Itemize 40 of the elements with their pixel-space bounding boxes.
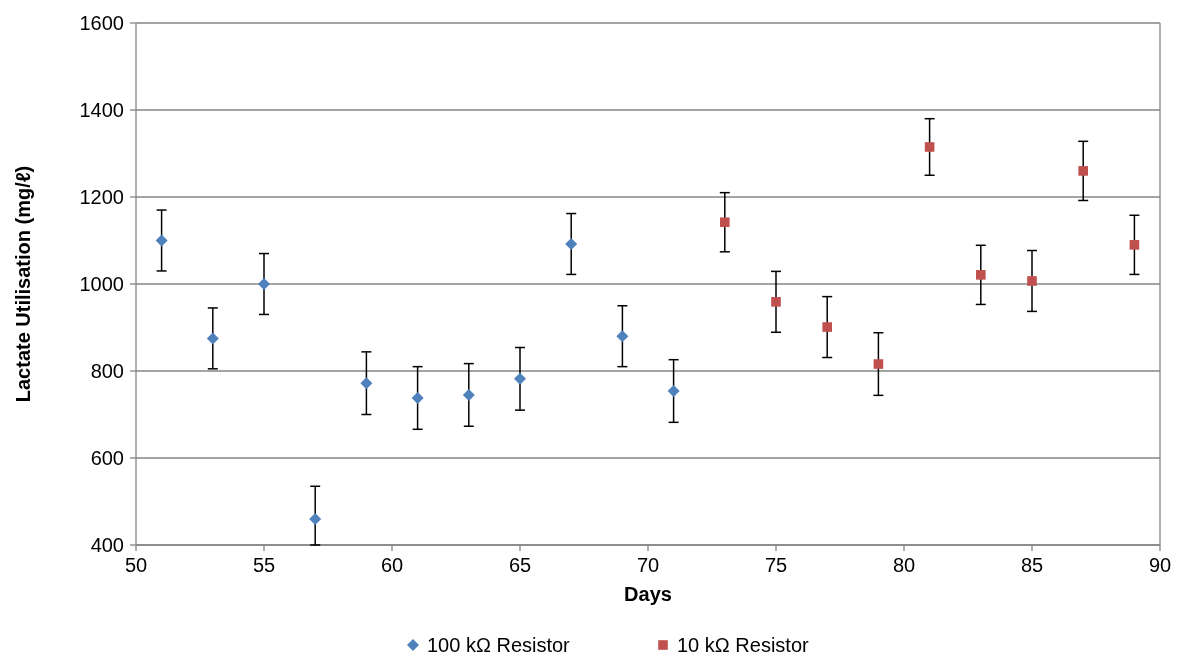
x-axis-title: Days [624,583,672,605]
point [1078,166,1088,176]
legend-label: 10 kΩ Resistor [677,634,809,656]
point [1027,276,1037,286]
point [873,359,884,369]
x-tick-label: 55 [252,554,276,576]
y-tick-label: 1000 [79,273,124,295]
point [565,237,578,250]
x-tick-label: 75 [764,554,788,576]
y-tick-label: 800 [90,360,124,382]
x-tick-label: 70 [636,554,660,576]
point [206,332,219,345]
point [411,391,424,404]
y-tick-label: 600 [90,447,124,469]
y-tick-label: 400 [90,534,124,556]
x-tick-label: 85 [1020,554,1044,576]
x-tick-label: 65 [508,554,532,576]
point [360,377,373,390]
x-tick-label: 80 [892,554,916,576]
y-tick-label: 1400 [79,99,124,121]
point [309,512,322,525]
point [462,388,475,401]
point [924,142,935,152]
point [258,278,270,290]
legend-label: 100 kΩ Resistor [427,634,571,656]
point [771,297,781,307]
point [667,385,680,398]
point [1129,240,1140,250]
x-tick-label: 50 [124,554,148,576]
x-tick-label: 60 [380,554,404,576]
y-tick-label: 1600 [79,12,124,34]
y-tick-label: 1200 [79,186,124,208]
point [616,330,629,343]
point [155,234,168,247]
y-axis-title: Lactate Utilisation (mg/ℓ) [12,165,34,403]
point [514,372,526,385]
point [822,322,832,332]
point [976,270,986,280]
x-tick-label: 90 [1148,554,1172,576]
point [720,217,730,228]
